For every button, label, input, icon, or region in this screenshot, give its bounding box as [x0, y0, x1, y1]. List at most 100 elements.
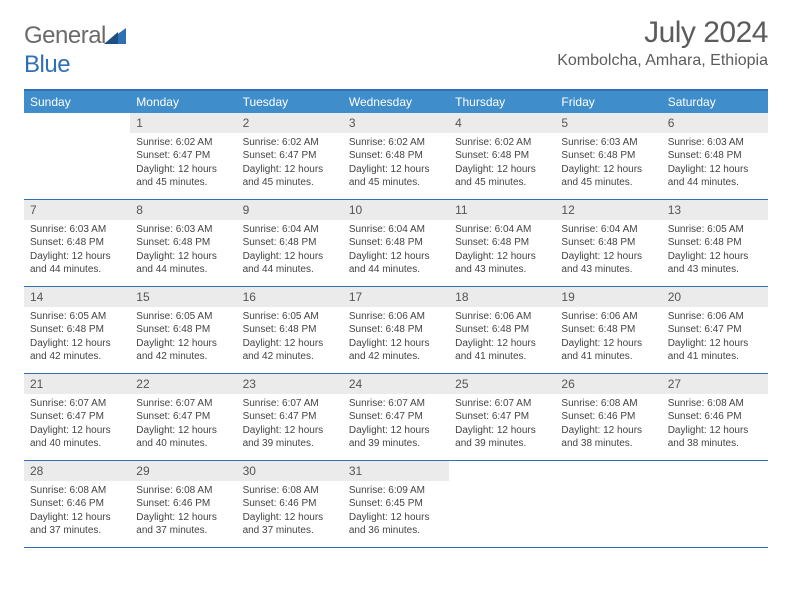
sunrise-text: Sunrise: 6:08 AM: [668, 397, 762, 411]
sunset-text: Sunset: 6:48 PM: [349, 149, 443, 163]
sunset-text: Sunset: 6:48 PM: [455, 236, 549, 250]
daylight-text: Daylight: 12 hours and 39 minutes.: [243, 424, 337, 451]
weekday-label: Monday: [130, 91, 236, 113]
day-number: 23: [237, 374, 343, 394]
day-cell: 10Sunrise: 6:04 AMSunset: 6:48 PMDayligh…: [343, 200, 449, 286]
day-number: 28: [24, 461, 130, 481]
sunset-text: Sunset: 6:48 PM: [136, 323, 230, 337]
sunrise-text: Sunrise: 6:07 AM: [243, 397, 337, 411]
day-number: 15: [130, 287, 236, 307]
day-number: 5: [555, 113, 661, 133]
daylight-text: Daylight: 12 hours and 45 minutes.: [561, 163, 655, 190]
day-cell: [662, 461, 768, 547]
daylight-text: Daylight: 12 hours and 45 minutes.: [136, 163, 230, 190]
sunrise-text: Sunrise: 6:07 AM: [30, 397, 124, 411]
daylight-text: Daylight: 12 hours and 45 minutes.: [349, 163, 443, 190]
daylight-text: Daylight: 12 hours and 42 minutes.: [243, 337, 337, 364]
day-number: 3: [343, 113, 449, 133]
sunset-text: Sunset: 6:48 PM: [455, 323, 549, 337]
day-cell: 12Sunrise: 6:04 AMSunset: 6:48 PMDayligh…: [555, 200, 661, 286]
weeks-container: 1Sunrise: 6:02 AMSunset: 6:47 PMDaylight…: [24, 113, 768, 548]
day-number: 21: [24, 374, 130, 394]
sunset-text: Sunset: 6:48 PM: [561, 323, 655, 337]
day-cell: 14Sunrise: 6:05 AMSunset: 6:48 PMDayligh…: [24, 287, 130, 373]
day-cell: 8Sunrise: 6:03 AMSunset: 6:48 PMDaylight…: [130, 200, 236, 286]
location-subtitle: Kombolcha, Amhara, Ethiopia: [557, 52, 768, 70]
day-number: 27: [662, 374, 768, 394]
sunrise-text: Sunrise: 6:08 AM: [243, 484, 337, 498]
day-cell: 16Sunrise: 6:05 AMSunset: 6:48 PMDayligh…: [237, 287, 343, 373]
sunrise-text: Sunrise: 6:05 AM: [136, 310, 230, 324]
daylight-text: Daylight: 12 hours and 45 minutes.: [243, 163, 337, 190]
sunset-text: Sunset: 6:48 PM: [668, 149, 762, 163]
daylight-text: Daylight: 12 hours and 43 minutes.: [561, 250, 655, 277]
sunset-text: Sunset: 6:48 PM: [455, 149, 549, 163]
logo-text-blue: Blue: [24, 51, 70, 78]
day-cell: 29Sunrise: 6:08 AMSunset: 6:46 PMDayligh…: [130, 461, 236, 547]
weekday-label: Thursday: [449, 91, 555, 113]
sunrise-text: Sunrise: 6:08 AM: [30, 484, 124, 498]
day-number: 1: [130, 113, 236, 133]
day-number: 30: [237, 461, 343, 481]
day-number: 7: [24, 200, 130, 220]
weekday-label: Friday: [555, 91, 661, 113]
day-number: 31: [343, 461, 449, 481]
sunset-text: Sunset: 6:47 PM: [136, 149, 230, 163]
day-cell: 4Sunrise: 6:02 AMSunset: 6:48 PMDaylight…: [449, 113, 555, 199]
sunset-text: Sunset: 6:46 PM: [136, 497, 230, 511]
daylight-text: Daylight: 12 hours and 44 minutes.: [30, 250, 124, 277]
sunset-text: Sunset: 6:48 PM: [243, 323, 337, 337]
daylight-text: Daylight: 12 hours and 44 minutes.: [136, 250, 230, 277]
sunrise-text: Sunrise: 6:04 AM: [243, 223, 337, 237]
sunrise-text: Sunrise: 6:08 AM: [561, 397, 655, 411]
sunset-text: Sunset: 6:48 PM: [243, 236, 337, 250]
sunset-text: Sunset: 6:48 PM: [561, 236, 655, 250]
sunset-text: Sunset: 6:46 PM: [668, 410, 762, 424]
day-number: 26: [555, 374, 661, 394]
sunrise-text: Sunrise: 6:07 AM: [455, 397, 549, 411]
sunset-text: Sunset: 6:47 PM: [136, 410, 230, 424]
day-cell: 24Sunrise: 6:07 AMSunset: 6:47 PMDayligh…: [343, 374, 449, 460]
daylight-text: Daylight: 12 hours and 39 minutes.: [455, 424, 549, 451]
day-number: 8: [130, 200, 236, 220]
week-row: 1Sunrise: 6:02 AMSunset: 6:47 PMDaylight…: [24, 113, 768, 200]
sunset-text: Sunset: 6:45 PM: [349, 497, 443, 511]
day-cell: 18Sunrise: 6:06 AMSunset: 6:48 PMDayligh…: [449, 287, 555, 373]
day-number: 25: [449, 374, 555, 394]
calendar: Sunday Monday Tuesday Wednesday Thursday…: [24, 89, 768, 548]
sunset-text: Sunset: 6:48 PM: [30, 323, 124, 337]
daylight-text: Daylight: 12 hours and 38 minutes.: [561, 424, 655, 451]
sunrise-text: Sunrise: 6:07 AM: [136, 397, 230, 411]
daylight-text: Daylight: 12 hours and 43 minutes.: [668, 250, 762, 277]
logo-text-gray: General: [24, 22, 106, 49]
day-cell: [24, 113, 130, 199]
sunrise-text: Sunrise: 6:06 AM: [668, 310, 762, 324]
day-number: 6: [662, 113, 768, 133]
day-number: 2: [237, 113, 343, 133]
day-cell: 5Sunrise: 6:03 AMSunset: 6:48 PMDaylight…: [555, 113, 661, 199]
sunset-text: Sunset: 6:46 PM: [243, 497, 337, 511]
sunrise-text: Sunrise: 6:05 AM: [668, 223, 762, 237]
logo: General Blue: [24, 22, 126, 79]
day-number: 13: [662, 200, 768, 220]
day-number: 4: [449, 113, 555, 133]
day-number: 24: [343, 374, 449, 394]
daylight-text: Daylight: 12 hours and 42 minutes.: [136, 337, 230, 364]
week-row: 28Sunrise: 6:08 AMSunset: 6:46 PMDayligh…: [24, 461, 768, 548]
sunrise-text: Sunrise: 6:06 AM: [561, 310, 655, 324]
daylight-text: Daylight: 12 hours and 44 minutes.: [668, 163, 762, 190]
sunset-text: Sunset: 6:47 PM: [668, 323, 762, 337]
daylight-text: Daylight: 12 hours and 39 minutes.: [349, 424, 443, 451]
sunset-text: Sunset: 6:48 PM: [349, 323, 443, 337]
page-title: July 2024: [557, 16, 768, 50]
sunrise-text: Sunrise: 6:05 AM: [30, 310, 124, 324]
day-cell: [449, 461, 555, 547]
sunrise-text: Sunrise: 6:03 AM: [136, 223, 230, 237]
day-cell: [555, 461, 661, 547]
daylight-text: Daylight: 12 hours and 45 minutes.: [455, 163, 549, 190]
week-row: 14Sunrise: 6:05 AMSunset: 6:48 PMDayligh…: [24, 287, 768, 374]
day-number: 11: [449, 200, 555, 220]
sunrise-text: Sunrise: 6:02 AM: [349, 136, 443, 150]
day-cell: 13Sunrise: 6:05 AMSunset: 6:48 PMDayligh…: [662, 200, 768, 286]
weekday-header: Sunday Monday Tuesday Wednesday Thursday…: [24, 91, 768, 113]
